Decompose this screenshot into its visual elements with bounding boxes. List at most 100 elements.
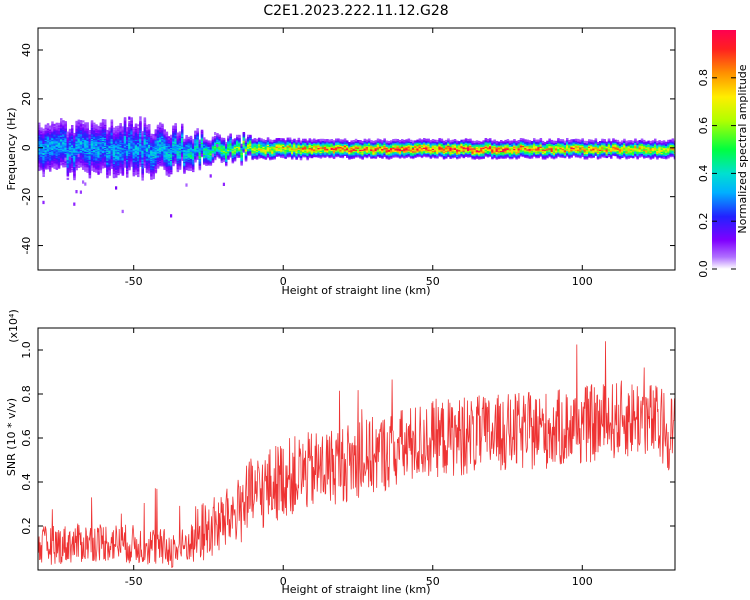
heatmap-cell [170, 143, 173, 146]
heatmap-cell [203, 140, 206, 143]
heatmap-cell [449, 149, 452, 152]
heatmap-cell [101, 157, 105, 160]
heatmap-cell [178, 166, 182, 169]
heatmap-cell [132, 150, 136, 153]
heatmap-cell [68, 132, 72, 135]
heatmap-cell [137, 174, 140, 178]
heatmap-cell [387, 148, 391, 151]
heatmap-cell [383, 146, 386, 149]
heatmap-cell [68, 164, 72, 167]
heatmap-cell [53, 138, 56, 141]
heatmap-cell [165, 152, 169, 155]
heatmap-cell [196, 149, 199, 152]
heatmap-cell [264, 156, 268, 159]
heatmap-cell [396, 139, 400, 142]
heatmap-cell [86, 135, 89, 138]
heatmap-cell [77, 163, 81, 166]
heatmap-cell [211, 153, 214, 157]
heatmap-cell [97, 145, 100, 148]
heatmap-cell [374, 140, 378, 143]
heatmap-cell [126, 132, 129, 135]
heatmap-cell [44, 130, 48, 133]
heatmap-cell [84, 152, 87, 155]
heatmap-cell [106, 170, 109, 173]
heatmap-cell [117, 168, 120, 171]
heatmap-cell [44, 162, 48, 165]
heatmap-cell [82, 160, 85, 163]
heatmap-cell [357, 151, 360, 154]
heatmap-cell [335, 155, 338, 158]
heatmap-cell [343, 150, 347, 153]
heatmap-cell [141, 175, 144, 178]
heatmap-cell [137, 154, 140, 157]
heatmap-cell [229, 151, 232, 154]
heatmap-cell [295, 145, 298, 148]
heatmap-cell [198, 146, 202, 149]
heatmap-cell [42, 145, 45, 148]
heatmap-cell [449, 155, 452, 158]
heatmap-cell [134, 135, 138, 138]
heatmap-cell [423, 149, 426, 152]
heatmap-cell [361, 153, 364, 156]
heatmap-cell [284, 140, 287, 143]
heatmap-cell [139, 136, 142, 139]
heatmap-cell [343, 146, 347, 149]
heatmap-cell [93, 155, 96, 158]
heatmap-cell [38, 138, 41, 141]
heatmap-cell [79, 141, 83, 144]
heatmap-cell [227, 156, 230, 159]
heatmap-cell [189, 150, 193, 153]
heatmap-cell [339, 147, 342, 150]
heatmap-cell [302, 148, 305, 151]
heatmap-cell [185, 147, 188, 150]
heatmap-cell [251, 139, 254, 142]
heatmap-cell [304, 142, 307, 145]
heatmap-cell [249, 149, 252, 152]
heatmap-cell [416, 155, 419, 158]
heatmap-cell [128, 145, 131, 148]
heatmap-cell [46, 155, 50, 158]
heatmap-cell [79, 120, 83, 123]
heatmap-cell [299, 158, 303, 161]
heatmap-cell [121, 145, 125, 148]
heatmap-cell [372, 154, 375, 157]
heatmap-cell [313, 144, 316, 147]
heatmap-cell [110, 159, 114, 162]
heatmap-cell [121, 171, 125, 174]
heatmap-cell [145, 133, 149, 136]
heatmap-cell [266, 150, 270, 153]
heatmap-cell [222, 144, 226, 147]
heatmap-cell [218, 152, 221, 155]
heatmap-cell [112, 159, 116, 162]
heatmap-cell [456, 156, 459, 159]
heatmap-cell [288, 138, 292, 141]
heatmap-cell [73, 202, 76, 206]
heatmap-cell [167, 172, 171, 175]
heatmap-cell [101, 121, 105, 124]
heatmap-cell [238, 142, 241, 145]
heatmap-cell [359, 141, 362, 144]
heatmap-cell [117, 151, 120, 154]
heatmap-cell [429, 145, 433, 148]
heatmap-cell [51, 123, 54, 126]
heatmap-cell [106, 148, 109, 151]
heatmap-cell [64, 131, 67, 134]
heatmap-cell [141, 163, 144, 166]
heatmap-cell [299, 147, 303, 150]
heatmap-cell [53, 123, 56, 126]
heatmap-cell [130, 148, 133, 151]
heatmap-cell [297, 152, 301, 155]
heatmap-cell [187, 140, 191, 143]
heatmap-cell [141, 174, 144, 177]
heatmap-cell [77, 158, 81, 161]
heatmap-cell [73, 151, 76, 154]
heatmap-cell [306, 141, 309, 144]
heatmap-cell [368, 150, 371, 153]
heatmap-cell [62, 152, 65, 155]
heatmap-cell [68, 153, 72, 156]
heatmap-cell [84, 158, 87, 161]
heatmap-cell [126, 175, 129, 178]
heatmap-cell [123, 142, 127, 145]
heatmap-cell [108, 145, 111, 148]
heatmap-cell [218, 146, 221, 149]
